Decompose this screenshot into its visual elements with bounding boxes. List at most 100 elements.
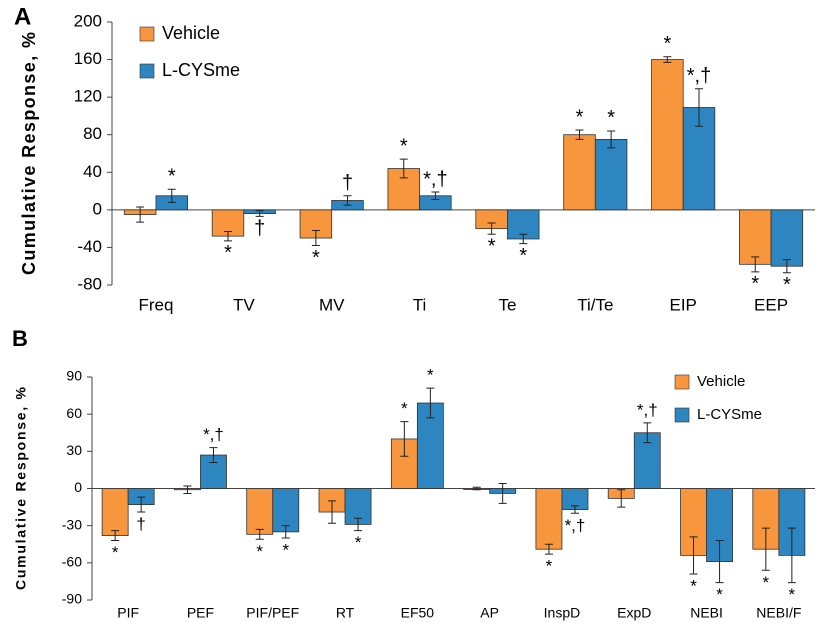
error-bar xyxy=(544,543,553,555)
legend-label: L-CYSme xyxy=(162,60,240,80)
y-tick-label: -80 xyxy=(77,274,102,293)
error-bar xyxy=(695,88,704,127)
error-bar xyxy=(167,188,176,203)
x-tick-label: NEBI xyxy=(690,605,723,621)
x-tick-label: Te xyxy=(498,295,516,314)
error-bar xyxy=(575,129,584,140)
legend-swatch xyxy=(674,374,690,390)
significance-label: * xyxy=(663,33,671,55)
x-tick-label: Freq xyxy=(138,295,173,314)
error-bar xyxy=(111,530,120,542)
error-bar xyxy=(354,517,363,532)
error-bar xyxy=(431,191,440,201)
legend-swatch xyxy=(139,63,155,79)
bar xyxy=(770,209,804,267)
error-bar xyxy=(689,536,698,575)
significance-label: † xyxy=(342,172,353,194)
error-bar xyxy=(570,505,579,514)
y-tick-label: -40 xyxy=(77,237,102,256)
bar xyxy=(535,488,563,550)
error-bar xyxy=(223,230,232,242)
significance-label: * xyxy=(763,573,770,592)
x-tick-label: ExpD xyxy=(617,605,651,621)
bar xyxy=(246,488,274,535)
significance-label: * xyxy=(282,541,289,560)
significance-label: * xyxy=(789,585,796,604)
significance-label: * xyxy=(168,165,176,187)
error-bar xyxy=(607,130,616,149)
error-bar xyxy=(426,387,435,419)
y-tick-label: -30 xyxy=(62,516,82,532)
error-bar xyxy=(209,447,218,463)
error-bar xyxy=(519,233,528,245)
bar xyxy=(101,488,129,536)
significance-label: * xyxy=(488,236,496,258)
error-bar xyxy=(782,259,791,274)
legend-swatch xyxy=(139,26,155,42)
y-axis-label: Cumulative Response, % xyxy=(19,32,39,275)
significance-label: * xyxy=(546,557,553,576)
bar xyxy=(594,139,628,211)
x-tick-label: RT xyxy=(336,605,355,621)
error-bar xyxy=(136,206,145,223)
error-bar xyxy=(761,527,770,571)
y-tick-label: 80 xyxy=(83,124,102,143)
error-bar xyxy=(487,222,496,235)
panel-label: A xyxy=(14,3,31,30)
significance-label: *,† xyxy=(687,65,711,87)
significance-label: * xyxy=(716,585,723,604)
y-tick-label: -60 xyxy=(62,554,82,570)
bar xyxy=(651,59,684,211)
bar xyxy=(563,134,596,211)
significance-label: † xyxy=(136,515,145,534)
x-tick-label: EF50 xyxy=(401,605,435,621)
significance-label: *,† xyxy=(203,425,224,444)
significance-label: * xyxy=(751,273,759,295)
significance-label: *,† xyxy=(637,400,658,419)
x-tick-label: Ti xyxy=(413,295,427,314)
significance-label: * xyxy=(576,106,584,128)
legend-label: L-CYSme xyxy=(697,406,762,423)
error-bar xyxy=(255,528,264,540)
error-bar xyxy=(472,486,481,491)
legend-label: Vehicle xyxy=(162,23,220,43)
error-bar xyxy=(663,56,672,63)
error-bar xyxy=(751,256,760,273)
y-tick-label: 200 xyxy=(74,11,102,30)
significance-label: * xyxy=(427,366,434,385)
error-bar xyxy=(498,483,507,504)
legend-swatch xyxy=(674,407,690,423)
y-axis-label: Cumulative Response, % xyxy=(13,386,29,590)
significance-label: *,† xyxy=(423,168,447,190)
error-bar xyxy=(617,489,626,508)
y-tick-label: 90 xyxy=(66,368,82,384)
x-tick-label: PIF/PEF xyxy=(246,605,299,621)
bar xyxy=(739,209,772,265)
error-bar xyxy=(255,210,264,217)
x-tick-label: Ti/Te xyxy=(577,295,613,314)
error-bar xyxy=(183,485,192,494)
x-tick-label: TV xyxy=(233,295,255,314)
error-bar xyxy=(787,527,796,584)
significance-label: * xyxy=(112,543,119,562)
error-bar xyxy=(137,496,146,513)
significance-label: † xyxy=(254,218,265,240)
x-tick-label: EIP xyxy=(669,295,696,314)
bar xyxy=(272,488,300,533)
error-bar xyxy=(343,195,352,206)
y-tick-label: -90 xyxy=(62,591,82,607)
x-tick-label: EEP xyxy=(754,295,788,314)
x-tick-label: NEBI/F xyxy=(756,605,801,621)
legend-label: Vehicle xyxy=(697,373,745,390)
x-tick-label: MV xyxy=(319,295,345,314)
error-bar xyxy=(311,230,320,247)
significance-label: * xyxy=(401,399,408,418)
significance-label: * xyxy=(690,576,697,595)
significance-label: * xyxy=(312,247,320,269)
significance-label: * xyxy=(400,135,408,157)
y-tick-label: 60 xyxy=(66,405,82,421)
y-tick-label: 0 xyxy=(74,479,82,495)
significance-label: * xyxy=(355,533,362,552)
x-tick-label: AP xyxy=(480,605,499,621)
